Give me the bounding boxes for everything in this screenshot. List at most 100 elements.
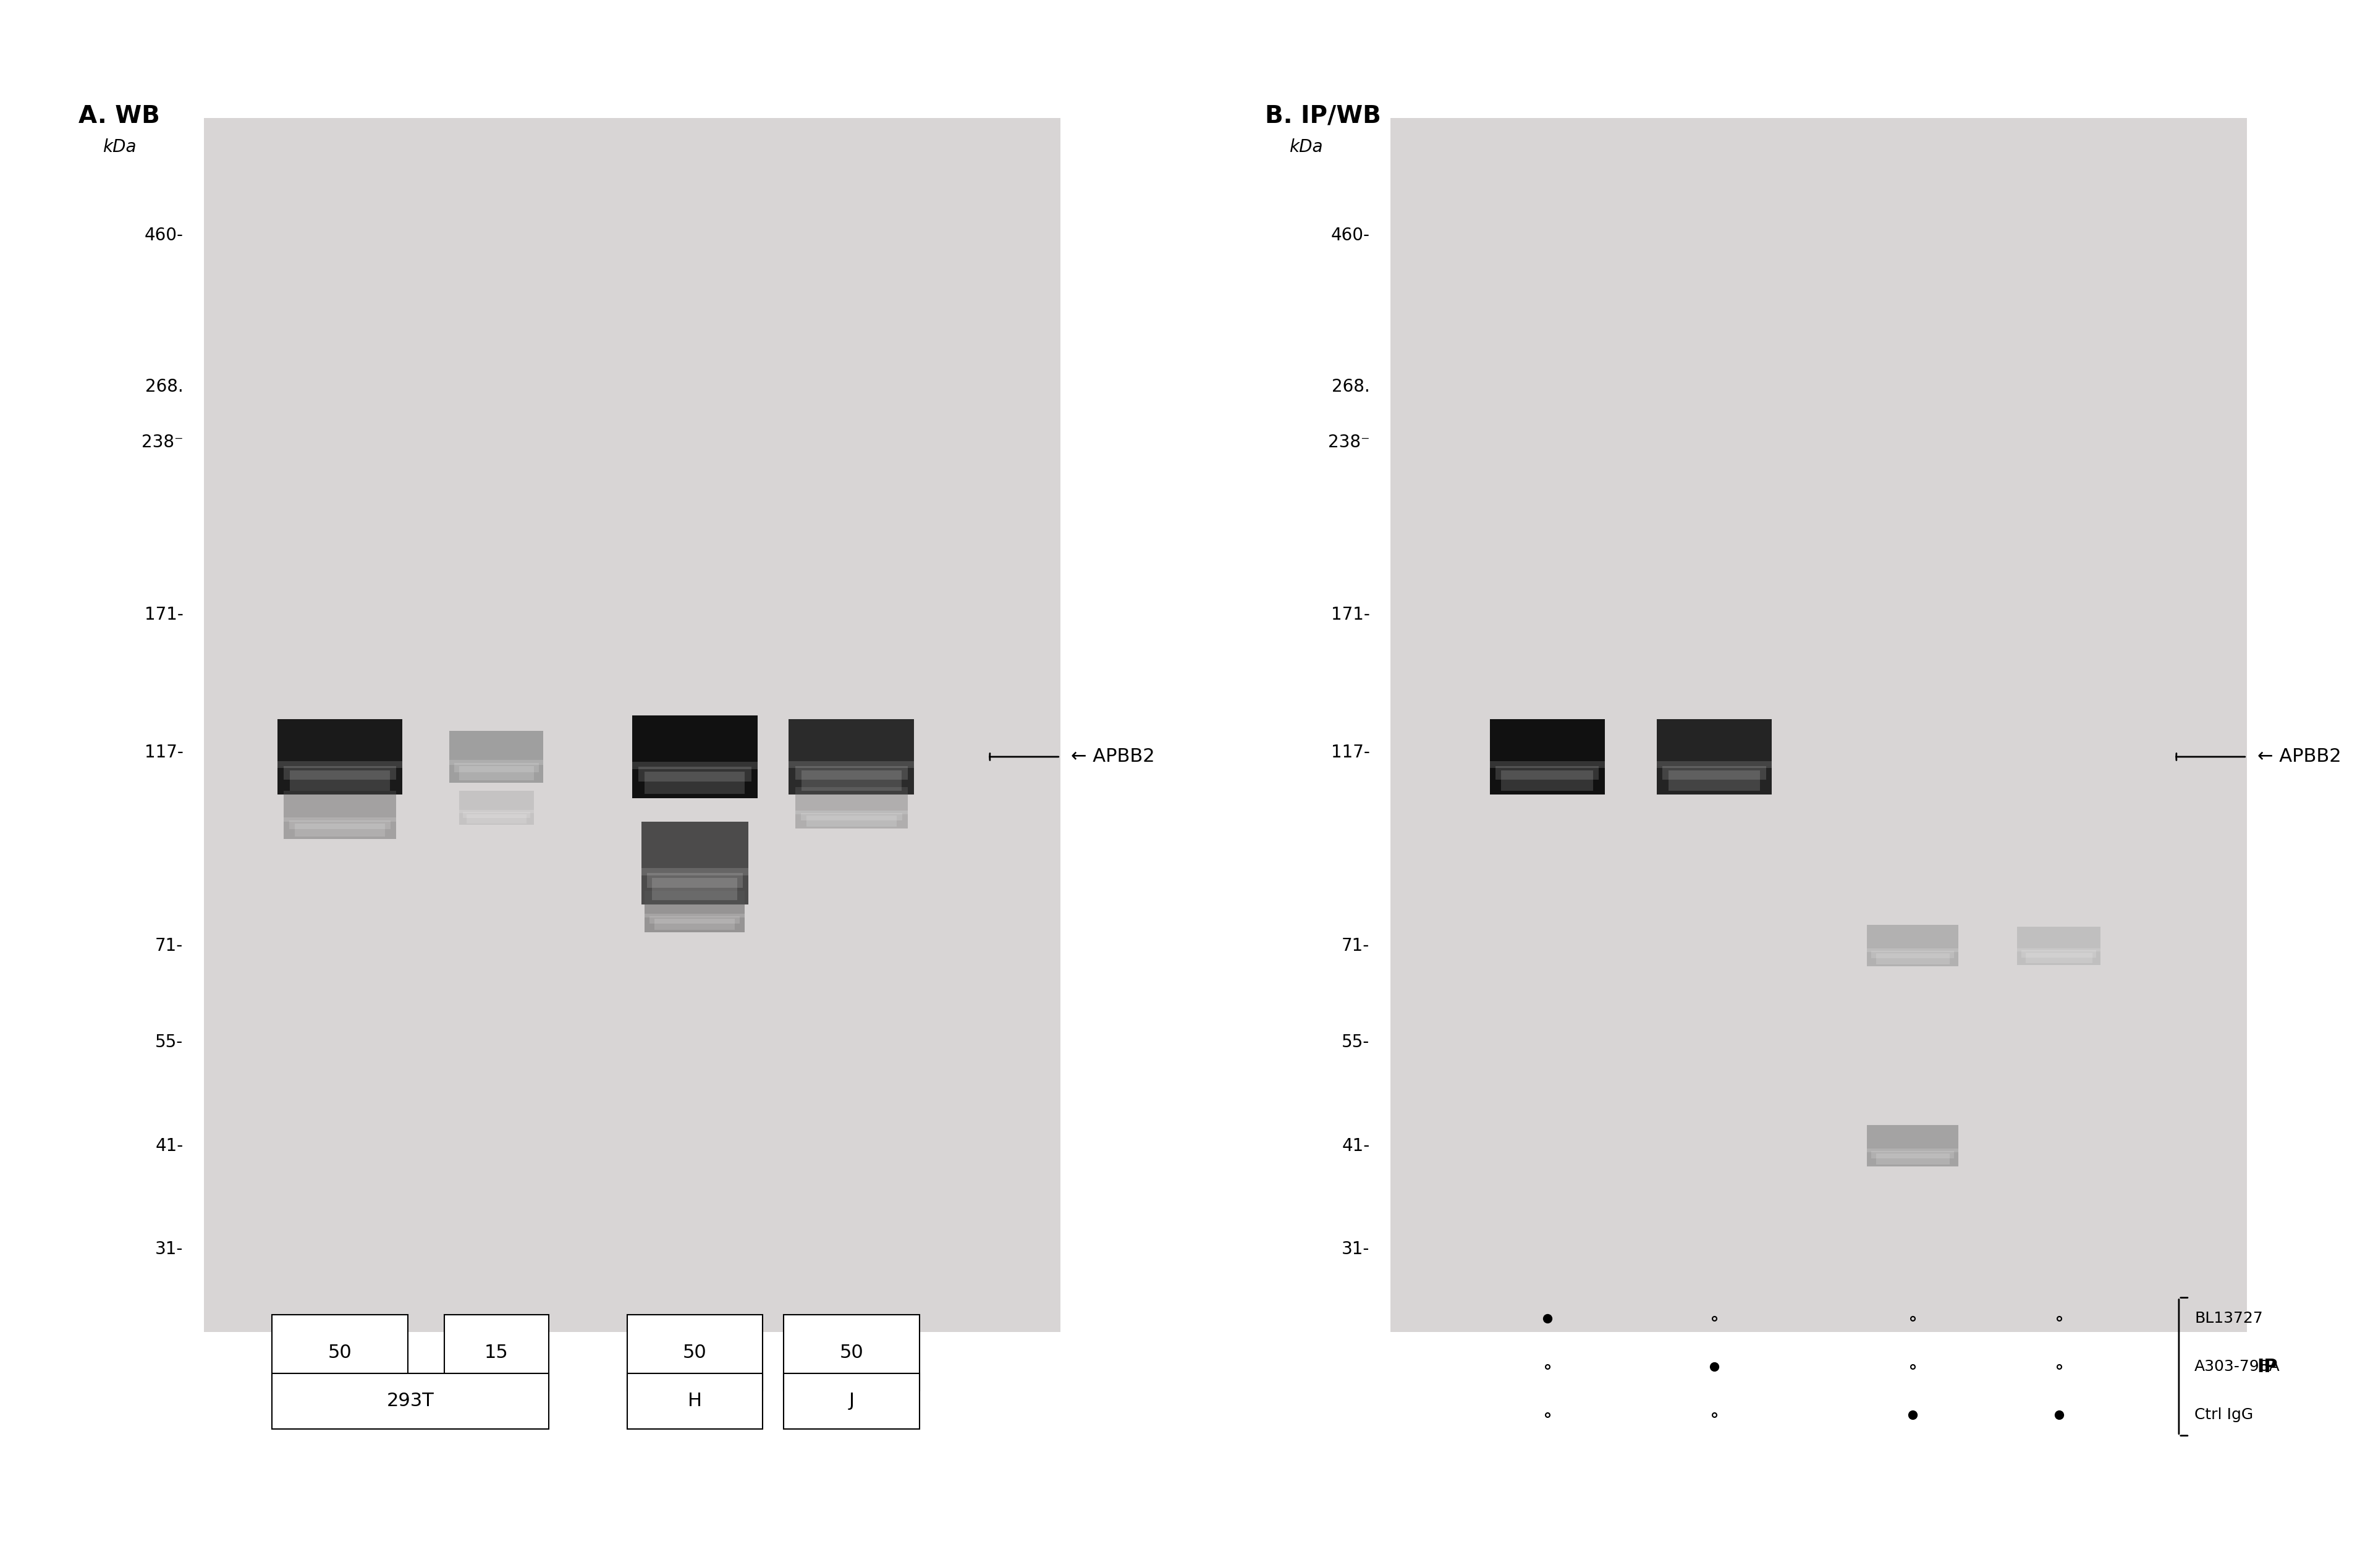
Bar (1868, 1126, 1958, 1167)
Bar (2017, 949, 2100, 952)
Text: 15: 15 (484, 1344, 508, 1363)
Bar (1495, 765, 1599, 779)
Bar (448, 760, 543, 765)
Bar (1663, 765, 1766, 779)
Bar (1391, 118, 2247, 1333)
Text: 50: 50 (683, 1344, 707, 1363)
Bar (458, 811, 534, 812)
Text: Ctrl IgG: Ctrl IgG (2195, 1408, 2254, 1422)
Text: BL13727: BL13727 (2195, 1311, 2264, 1327)
Text: 171-: 171- (145, 605, 183, 624)
Text: 460-: 460- (1331, 226, 1369, 245)
Bar (655, 919, 736, 930)
Bar (290, 770, 389, 790)
Bar (795, 787, 909, 828)
Bar (444, 1316, 548, 1391)
Bar (448, 731, 543, 782)
Bar (641, 869, 747, 875)
Bar (645, 914, 745, 917)
Text: ← APBB2: ← APBB2 (2257, 748, 2342, 765)
Text: 460-: 460- (145, 226, 183, 245)
Bar (294, 823, 384, 836)
Bar (795, 765, 909, 779)
Bar (2022, 950, 2095, 958)
Bar (1656, 762, 1773, 768)
Bar (278, 762, 403, 768)
Text: 50: 50 (327, 1344, 351, 1363)
Text: B. IP/WB: B. IP/WB (1265, 103, 1381, 127)
Text: 268.: 268. (145, 378, 183, 395)
Text: 171-: 171- (1331, 605, 1369, 624)
Bar (290, 820, 392, 829)
Bar (802, 770, 902, 790)
Bar (282, 790, 396, 839)
Text: 55-: 55- (1341, 1033, 1369, 1051)
Text: kDa: kDa (1289, 138, 1322, 155)
Bar (1877, 1154, 1948, 1165)
Bar (1877, 953, 1948, 964)
Bar (273, 1316, 408, 1391)
Text: 117-: 117- (1331, 743, 1369, 762)
Bar (807, 815, 897, 826)
Bar (2027, 953, 2093, 963)
Bar (273, 1374, 548, 1428)
Bar (282, 765, 396, 779)
Bar (1668, 770, 1761, 790)
Bar (453, 764, 539, 773)
Bar (631, 762, 757, 770)
Bar (645, 771, 745, 793)
Bar (788, 718, 914, 795)
Bar (2017, 927, 2100, 966)
Text: 268.: 268. (1331, 378, 1369, 395)
Bar (1868, 1148, 1958, 1152)
Bar (626, 1374, 762, 1428)
Text: 293T: 293T (387, 1392, 434, 1410)
Bar (1502, 770, 1592, 790)
Text: 41-: 41- (154, 1137, 183, 1154)
Bar (638, 767, 752, 781)
Bar (458, 767, 534, 781)
Bar (650, 916, 740, 924)
Text: A303-798A: A303-798A (2195, 1359, 2280, 1374)
Text: 50: 50 (840, 1344, 864, 1363)
Text: H: H (688, 1392, 702, 1410)
Text: 71-: 71- (1341, 938, 1369, 955)
Text: 55-: 55- (154, 1033, 183, 1051)
Bar (278, 718, 403, 795)
Text: 238⁻: 238⁻ (1329, 433, 1369, 452)
Bar (458, 790, 534, 825)
Text: IP: IP (2257, 1358, 2278, 1375)
Text: 238⁻: 238⁻ (142, 433, 183, 452)
Bar (795, 811, 909, 814)
Bar (1656, 718, 1773, 795)
Bar (463, 812, 529, 818)
Text: 31-: 31- (1341, 1240, 1369, 1258)
Bar (648, 873, 743, 887)
Bar (800, 812, 902, 820)
Bar (467, 814, 527, 823)
Bar (1868, 949, 1958, 952)
Text: kDa: kDa (102, 138, 135, 155)
Text: 41-: 41- (1341, 1137, 1369, 1154)
Bar (1868, 925, 1958, 966)
Text: 71-: 71- (154, 938, 183, 955)
Bar (783, 1316, 918, 1391)
Bar (631, 715, 757, 798)
Text: A. WB: A. WB (78, 103, 161, 127)
Bar (1490, 762, 1604, 768)
Bar (626, 1316, 762, 1391)
Text: 31-: 31- (154, 1240, 183, 1258)
Text: 117-: 117- (145, 743, 183, 762)
Bar (653, 878, 738, 900)
Bar (1490, 718, 1604, 795)
Text: J: J (850, 1392, 854, 1410)
Bar (1872, 1151, 1953, 1159)
Bar (788, 762, 914, 768)
Bar (282, 817, 396, 822)
Text: ← APBB2: ← APBB2 (1070, 748, 1156, 765)
Bar (641, 822, 747, 905)
Bar (204, 118, 1061, 1333)
Bar (645, 891, 745, 931)
Bar (1872, 950, 1953, 958)
Bar (783, 1374, 918, 1428)
